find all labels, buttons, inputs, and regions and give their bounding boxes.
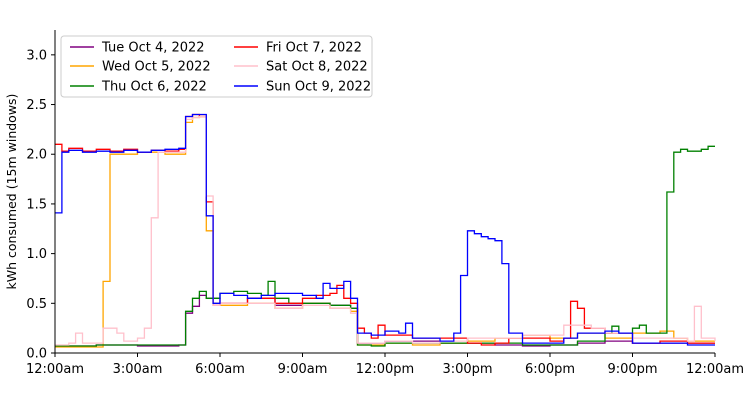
- y-tick-label-6: 3.0: [26, 48, 47, 63]
- series-line-5: [55, 113, 715, 346]
- x-tick-label-7: 9:00pm: [607, 362, 657, 377]
- x-tick-label-1: 3:00am: [113, 362, 163, 377]
- x-tick-label-6: 6:00pm: [525, 362, 575, 377]
- legend-label-2: Thu Oct 6, 2022: [101, 80, 207, 95]
- series-line-3: [55, 113, 715, 346]
- y-tick-label-4: 2.0: [26, 148, 47, 163]
- legend-label-5: Sun Oct 9, 2022: [266, 80, 371, 95]
- legend-label-3: Fri Oct 7, 2022: [266, 41, 362, 56]
- series-line-1: [55, 115, 715, 348]
- series-line-4: [55, 115, 716, 346]
- legend: Tue Oct 4, 2022 Wed Oct 5, 2022 Thu Oct 6,…: [60, 35, 373, 98]
- y-tick-label-0: 0.0: [26, 347, 47, 362]
- x-tick-label-3: 9:00am: [278, 362, 328, 377]
- series-line-2: [55, 145, 715, 347]
- x-tick-label-5: 3:00pm: [442, 362, 492, 377]
- legend-label-0: Tue Oct 4, 2022: [101, 41, 205, 56]
- x-tick-label-4: 12:00pm: [356, 362, 414, 377]
- axes-layer: 12:00am 3:00am 6:00am 9:00am 12:00pm 3:00pm 6:…: [26, 30, 744, 377]
- x-tick-label-8: 12:00am: [686, 362, 744, 377]
- legend-label-4: Sat Oct 8, 2022: [266, 60, 368, 75]
- series-layer: [55, 113, 716, 348]
- y-tick-label-3: 1.5: [26, 197, 47, 212]
- legend-frame: [60, 35, 373, 98]
- y-tick-label-2: 1.0: [26, 247, 47, 262]
- y-axis-label: kWh consumed (15m windows): [4, 94, 19, 290]
- x-tick-label-2: 6:00am: [195, 362, 245, 377]
- x-tick-label-0: 12:00am: [26, 362, 84, 377]
- y-tick-label-5: 2.5: [26, 98, 47, 113]
- y-tick-label-1: 0.5: [26, 297, 47, 312]
- legend-label-1: Wed Oct 5, 2022: [102, 60, 211, 75]
